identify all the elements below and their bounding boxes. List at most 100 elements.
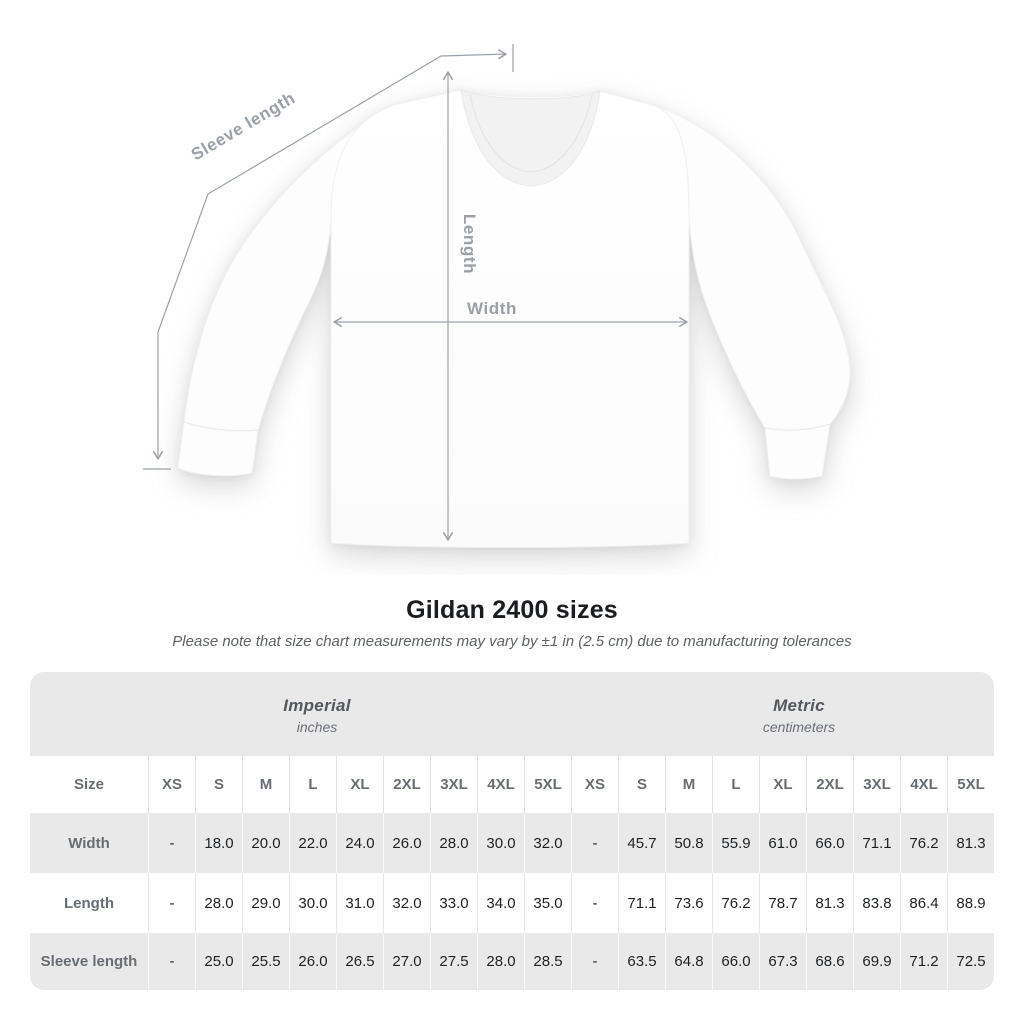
measurement-value-metric: 66.0	[806, 813, 853, 873]
measurement-value-imperial: 28.0	[430, 813, 477, 873]
measurement-value-metric: 78.7	[759, 873, 806, 933]
measurement-value-metric: -	[571, 933, 618, 990]
page-subtitle: Please note that size chart measurements…	[172, 633, 852, 650]
measurement-value-imperial: 27.0	[383, 933, 430, 990]
measurement-value-metric: 64.8	[665, 933, 712, 990]
row-label: Sleeve length	[40, 953, 138, 970]
table-row-width: Width -18.0 20.0 22.0 24.0 26.0 28.0 30.0 32.0-4…	[30, 813, 994, 873]
measurement-value-imperial: 32.0	[383, 873, 430, 933]
measurement-value-imperial: 26.0	[289, 933, 336, 990]
metric-group-header: Metric centimeters	[604, 672, 994, 756]
size-header-metric-5xl: 5XL	[947, 756, 994, 813]
row-label: Length	[64, 894, 114, 912]
measurement-value-metric: 71.2	[900, 933, 947, 990]
metric-group-unit: centimeters	[762, 718, 836, 735]
shirt-measurement-diagram: Sleeve length Length Width	[143, 44, 851, 548]
measurement-value-metric: 50.8	[665, 813, 712, 873]
measurement-value-imperial: 28.0	[195, 873, 242, 933]
size-header-metric-m: M	[665, 756, 712, 813]
measurement-annotations	[143, 44, 688, 541]
measurement-value-imperial: 32.0	[524, 813, 571, 873]
size-header-imperial-l: L	[289, 756, 336, 813]
size-header-metric-2xl: 2XL	[806, 756, 853, 813]
table-row-sleeve-length: Sleeve length -25.0 25.5 26.0 26.5 27.0 27.5 28…	[30, 933, 994, 990]
measurement-value-metric: 66.0	[712, 933, 759, 990]
measurement-value-imperial: 26.5	[336, 933, 383, 990]
measurement-value-metric: -	[571, 873, 618, 933]
size-header-metric-xl: XL	[759, 756, 806, 813]
metric-group-name: Metric	[773, 695, 825, 715]
imperial-group-name: Imperial	[283, 695, 351, 715]
length-label: Length	[460, 214, 479, 274]
measurement-value-imperial: 18.0	[195, 813, 242, 873]
size-header-row: Size XS S M L XL 2XL 3XL 4XL 5XL XS S M L XL 2XL 3XL 4XL 5…	[30, 756, 994, 813]
measurement-value-metric: 71.1	[618, 873, 665, 933]
measurement-value-imperial: 28.5	[524, 933, 571, 990]
size-header-metric-l: L	[712, 756, 759, 813]
measurement-value-imperial: 20.0	[242, 813, 289, 873]
measurement-value-imperial: -	[148, 873, 195, 933]
measurement-value-metric: -	[571, 813, 618, 873]
measurement-value-imperial: 31.0	[336, 873, 383, 933]
measurement-value-metric: 67.3	[759, 933, 806, 990]
measurement-value-metric: 73.6	[665, 873, 712, 933]
measurement-value-imperial: 25.0	[195, 933, 242, 990]
size-header-metric-3xl: 3XL	[853, 756, 900, 813]
imperial-group-header: Imperial inches	[30, 672, 604, 756]
sleeve-length-label: Sleeve length	[188, 88, 299, 164]
measurement-value-imperial: -	[148, 933, 195, 990]
measurement-value-metric: 63.5	[618, 933, 665, 990]
measurement-value-metric: 83.8	[853, 873, 900, 933]
size-header-imperial-s: S	[195, 756, 242, 813]
measurement-value-metric: 61.0	[759, 813, 806, 873]
measurement-value-metric: 69.9	[853, 933, 900, 990]
long-sleeve-shirt	[177, 88, 851, 548]
size-header-imperial-2xl: 2XL	[383, 756, 430, 813]
measurement-value-metric: 72.5	[947, 933, 994, 990]
size-table: Imperial inches Metric centimeters Size X…	[30, 672, 994, 990]
shirt-diagram-svg: Sleeve length Length Width	[143, 44, 851, 548]
measurement-value-metric: 81.3	[947, 813, 994, 873]
imperial-group-unit: inches	[296, 718, 338, 735]
size-column-header: Size	[73, 776, 104, 793]
measurement-value-imperial: 25.5	[242, 933, 289, 990]
measurement-value-metric: 76.2	[712, 873, 759, 933]
measurement-value-metric: 81.3	[806, 873, 853, 933]
measurement-value-imperial: 28.0	[477, 933, 524, 990]
measurement-value-imperial: 22.0	[289, 813, 336, 873]
size-header-metric-xs: XS	[571, 756, 618, 813]
size-header-imperial-xs: XS	[148, 756, 195, 813]
size-header-imperial-5xl: 5XL	[524, 756, 571, 813]
size-header-imperial-3xl: 3XL	[430, 756, 477, 813]
size-header-imperial-xl: XL	[336, 756, 383, 813]
measurement-value-imperial: 35.0	[524, 873, 571, 933]
shirt-right-cuff-seam	[764, 423, 831, 431]
size-header-imperial-m: M	[242, 756, 289, 813]
measurement-value-metric: 76.2	[900, 813, 947, 873]
row-label: Width	[68, 834, 110, 852]
measurement-value-metric: 45.7	[618, 813, 665, 873]
measurement-value-imperial: 33.0	[430, 873, 477, 933]
measurement-value-imperial: 24.0	[336, 813, 383, 873]
measurement-value-imperial: 26.0	[383, 813, 430, 873]
measurement-value-imperial: 30.0	[289, 873, 336, 933]
measurement-value-metric: 88.9	[947, 873, 994, 933]
width-label: Width	[467, 299, 517, 318]
size-header-imperial-4xl: 4XL	[477, 756, 524, 813]
unit-group-header: Imperial inches Metric centimeters	[30, 672, 994, 756]
page-title: Gildan 2400 sizes	[406, 596, 618, 624]
measurement-value-imperial: 30.0	[477, 813, 524, 873]
measurement-value-imperial: 27.5	[430, 933, 477, 990]
measurement-value-imperial: -	[148, 813, 195, 873]
size-header-metric-4xl: 4XL	[900, 756, 947, 813]
measurement-value-imperial: 34.0	[477, 873, 524, 933]
measurement-value-metric: 55.9	[712, 813, 759, 873]
measurement-value-metric: 68.6	[806, 933, 853, 990]
measurement-value-metric: 71.1	[853, 813, 900, 873]
measurement-value-imperial: 29.0	[242, 873, 289, 933]
size-header-metric-s: S	[618, 756, 665, 813]
measurement-value-metric: 86.4	[900, 873, 947, 933]
table-row-length: Length -28.0 29.0 30.0 31.0 32.0 33.0 34.0 35.0-…	[30, 873, 994, 933]
sleeve-length-arrow	[143, 44, 514, 470]
